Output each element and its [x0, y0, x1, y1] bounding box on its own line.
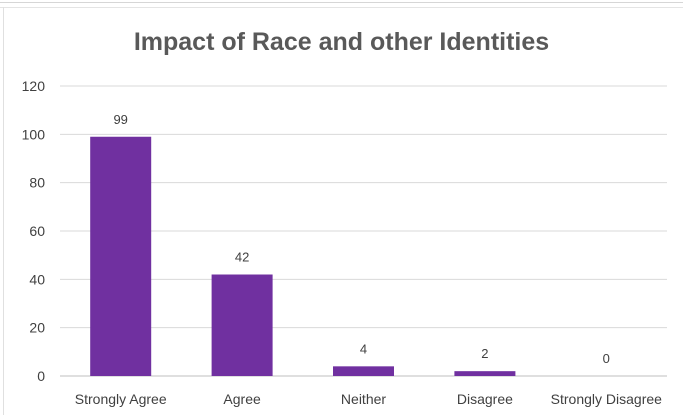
bar	[454, 371, 516, 376]
x-category-label: Neither	[341, 391, 386, 407]
x-category-label: Disagree	[457, 391, 513, 407]
x-category-label: Agree	[223, 391, 261, 407]
y-tick-label: 100	[22, 126, 46, 142]
y-tick-label: 120	[22, 78, 46, 94]
x-category-label: Strongly Agree	[75, 391, 167, 407]
bar	[333, 366, 394, 376]
frame-top-border	[0, 2, 683, 3]
chart-title: Impact of Race and other Identities	[133, 28, 550, 56]
data-label: 4	[360, 341, 367, 356]
y-tick-label: 40	[29, 271, 45, 287]
y-tick-label: 60	[29, 223, 45, 239]
frame-top-border-inner	[0, 7, 683, 8]
data-label: 42	[235, 250, 249, 265]
data-label: 0	[603, 351, 610, 366]
x-category-label: Strongly Disagree	[551, 391, 662, 407]
bar	[211, 274, 273, 376]
data-label: 2	[481, 346, 488, 361]
data-label: 99	[113, 112, 127, 127]
frame-left-border	[3, 7, 4, 415]
y-tick-label: 20	[29, 320, 45, 336]
y-tick-label: 80	[29, 175, 45, 191]
y-tick-label: 0	[37, 368, 45, 384]
bar	[90, 136, 152, 376]
